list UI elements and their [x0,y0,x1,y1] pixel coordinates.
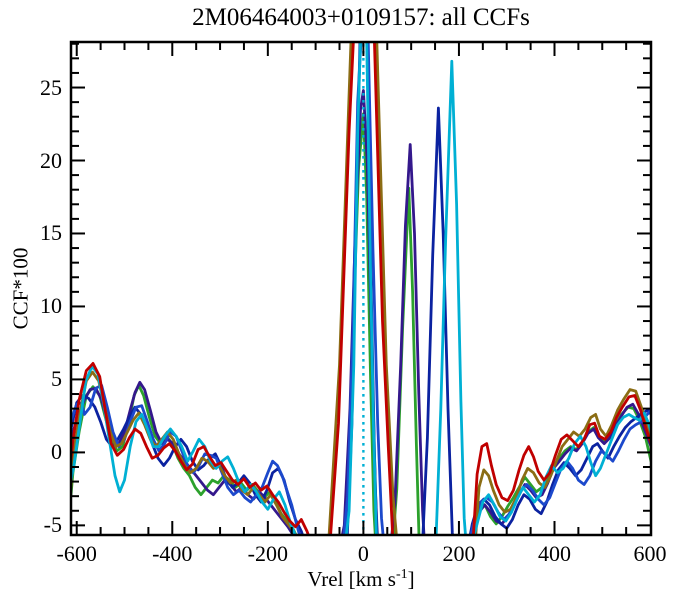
y-tick-label: 20 [40,147,62,173]
axis-ticks [71,42,651,535]
x-axis-title: Vrel [km s-1] [71,567,651,592]
curve-ccf-purple [71,89,651,535]
y-tick-label: -5 [43,512,62,538]
ccf-curves [71,42,651,535]
curve-ccf-cyan [71,42,651,535]
curve-ccf-navy [71,42,651,535]
chart-title: 2M06464003+0109157: all CCFs [192,4,530,31]
x-axis-title-text: Vrel [km s [307,567,396,591]
axes-frame [69,40,653,537]
curve-ccf-green [71,112,651,535]
x-tick-label: -200 [247,541,288,566]
y-tick-label: 10 [40,293,62,319]
x-tick-label: 0 [357,541,369,566]
x-axis-title-superscript: -1 [395,567,408,582]
x-tick-label: 600 [633,541,667,566]
x-axis-title-close: ] [407,567,415,591]
curve-ccf-red [71,42,651,535]
curve-ccf-blue [71,42,651,535]
y-tick-label: 25 [40,74,62,100]
x-tick-label: 400 [537,541,571,566]
y-tick-label: 0 [51,439,62,465]
curve-ccf-olive [71,42,651,535]
y-tick-label: 5 [51,366,62,392]
x-tick-label: 200 [442,541,476,566]
x-tick-label: -600 [56,541,97,566]
x-tick-label: -400 [152,541,193,566]
y-tick-label: 15 [40,220,62,246]
